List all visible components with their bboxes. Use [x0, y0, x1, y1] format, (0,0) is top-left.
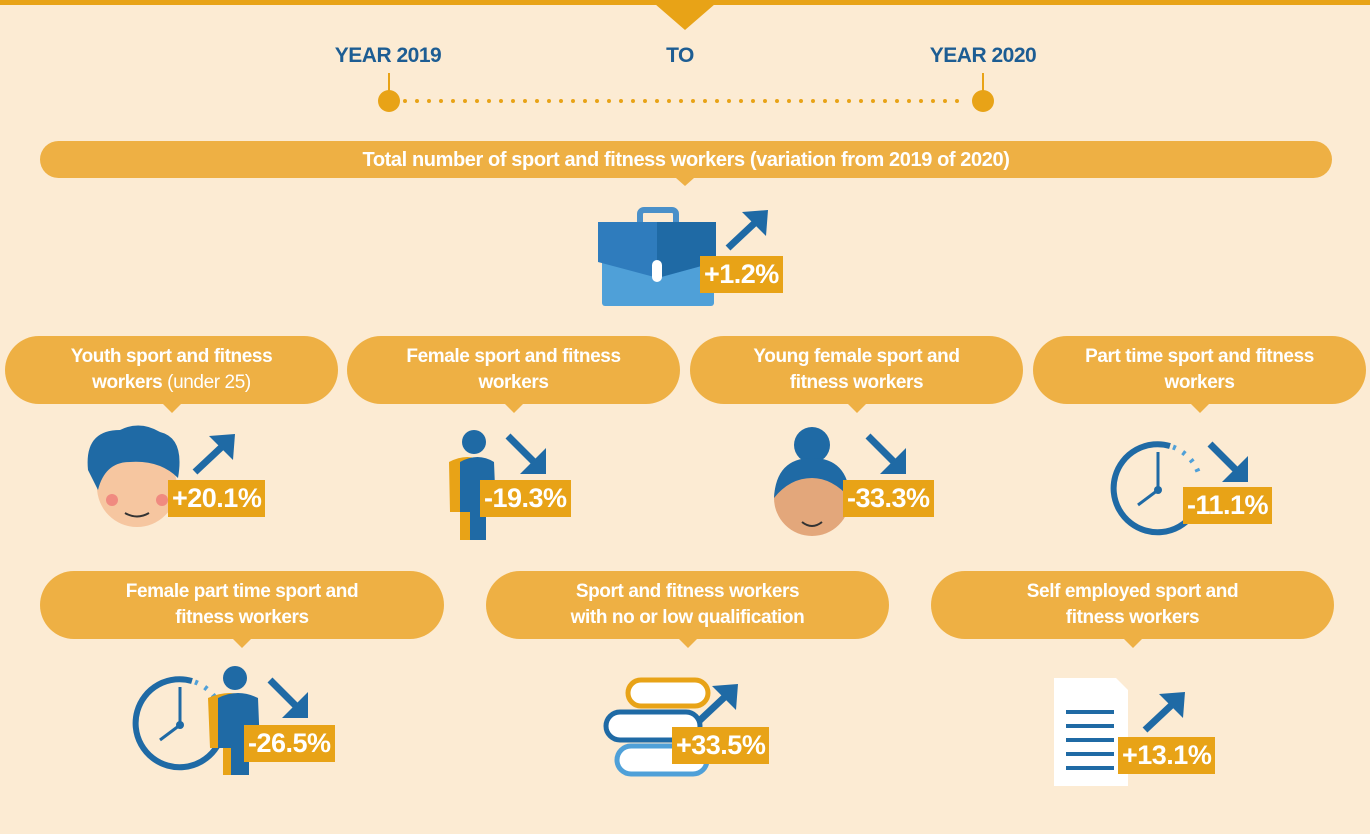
group-value: -11.1%	[1183, 487, 1273, 524]
arrow	[1222, 456, 1248, 482]
pointer	[162, 404, 181, 413]
timeline-start: YEAR 2019	[334, 44, 442, 67]
group-label: Young female sport and fitness workers	[690, 336, 1023, 404]
group-value: +33.5%	[672, 727, 770, 764]
arrow	[520, 448, 546, 474]
label-note: (under 25)	[167, 372, 251, 393]
group-label-text: Youth sport and fitness workers (under 2…	[47, 344, 297, 396]
timeline-middle: TO	[666, 44, 694, 67]
total-value: +1.2%	[700, 256, 783, 293]
arrow	[742, 210, 768, 236]
group-label-text: Female part time sport and fitness worke…	[117, 579, 367, 631]
group-value: -26.5%	[244, 725, 335, 762]
arrow	[712, 684, 738, 710]
arrow	[209, 434, 235, 460]
group-label: Sport and fitness workers with no or low…	[486, 571, 889, 639]
pointer	[1190, 404, 1209, 413]
label-text: Part time sport and fitness workers	[1085, 346, 1314, 393]
group-label-text: Self employed sport and fitness workers	[1008, 579, 1258, 631]
group-label: Female part time sport and fitness worke…	[40, 571, 444, 639]
group-label-text: Female sport and fitness workers	[389, 344, 639, 396]
label-text: Youth sport and fitness workers	[70, 346, 273, 393]
group-label: Part time sport and fitness workers	[1033, 336, 1366, 404]
arrow	[282, 692, 308, 718]
total-label: Total number of sport and fitness worker…	[40, 141, 1332, 178]
pointer	[233, 639, 251, 648]
group-label: Self employed sport and fitness workers	[931, 571, 1334, 639]
timeline-end: YEAR 2020	[929, 44, 1037, 67]
group-value: -19.3%	[480, 480, 571, 517]
group-label-text: Sport and fitness workers with no or low…	[563, 579, 813, 631]
group-label-text: Young female sport and fitness workers	[732, 344, 982, 396]
label-text: Female sport and fitness workers	[406, 346, 621, 393]
group-label-text: Part time sport and fitness workers	[1075, 344, 1325, 396]
pointer	[504, 404, 523, 413]
label-text: Female part time sport and fitness worke…	[125, 581, 359, 628]
group-label: Female sport and fitness workers	[347, 336, 680, 404]
label-text: Self employed sport and fitness workers	[1026, 581, 1239, 628]
group-value: +20.1%	[168, 480, 266, 517]
pointer	[847, 404, 866, 413]
label-text: Young female sport and fitness workers	[753, 346, 960, 393]
arrow	[1159, 692, 1185, 718]
pointer	[678, 639, 697, 648]
group-label: Youth sport and fitness workers (under 2…	[5, 336, 338, 404]
group-value: +13.1%	[1118, 737, 1216, 774]
group-value: -33.3%	[843, 480, 934, 517]
label-text: Sport and fitness workers with no or low…	[570, 581, 805, 628]
arrow	[880, 448, 906, 474]
pointer	[1123, 639, 1142, 648]
